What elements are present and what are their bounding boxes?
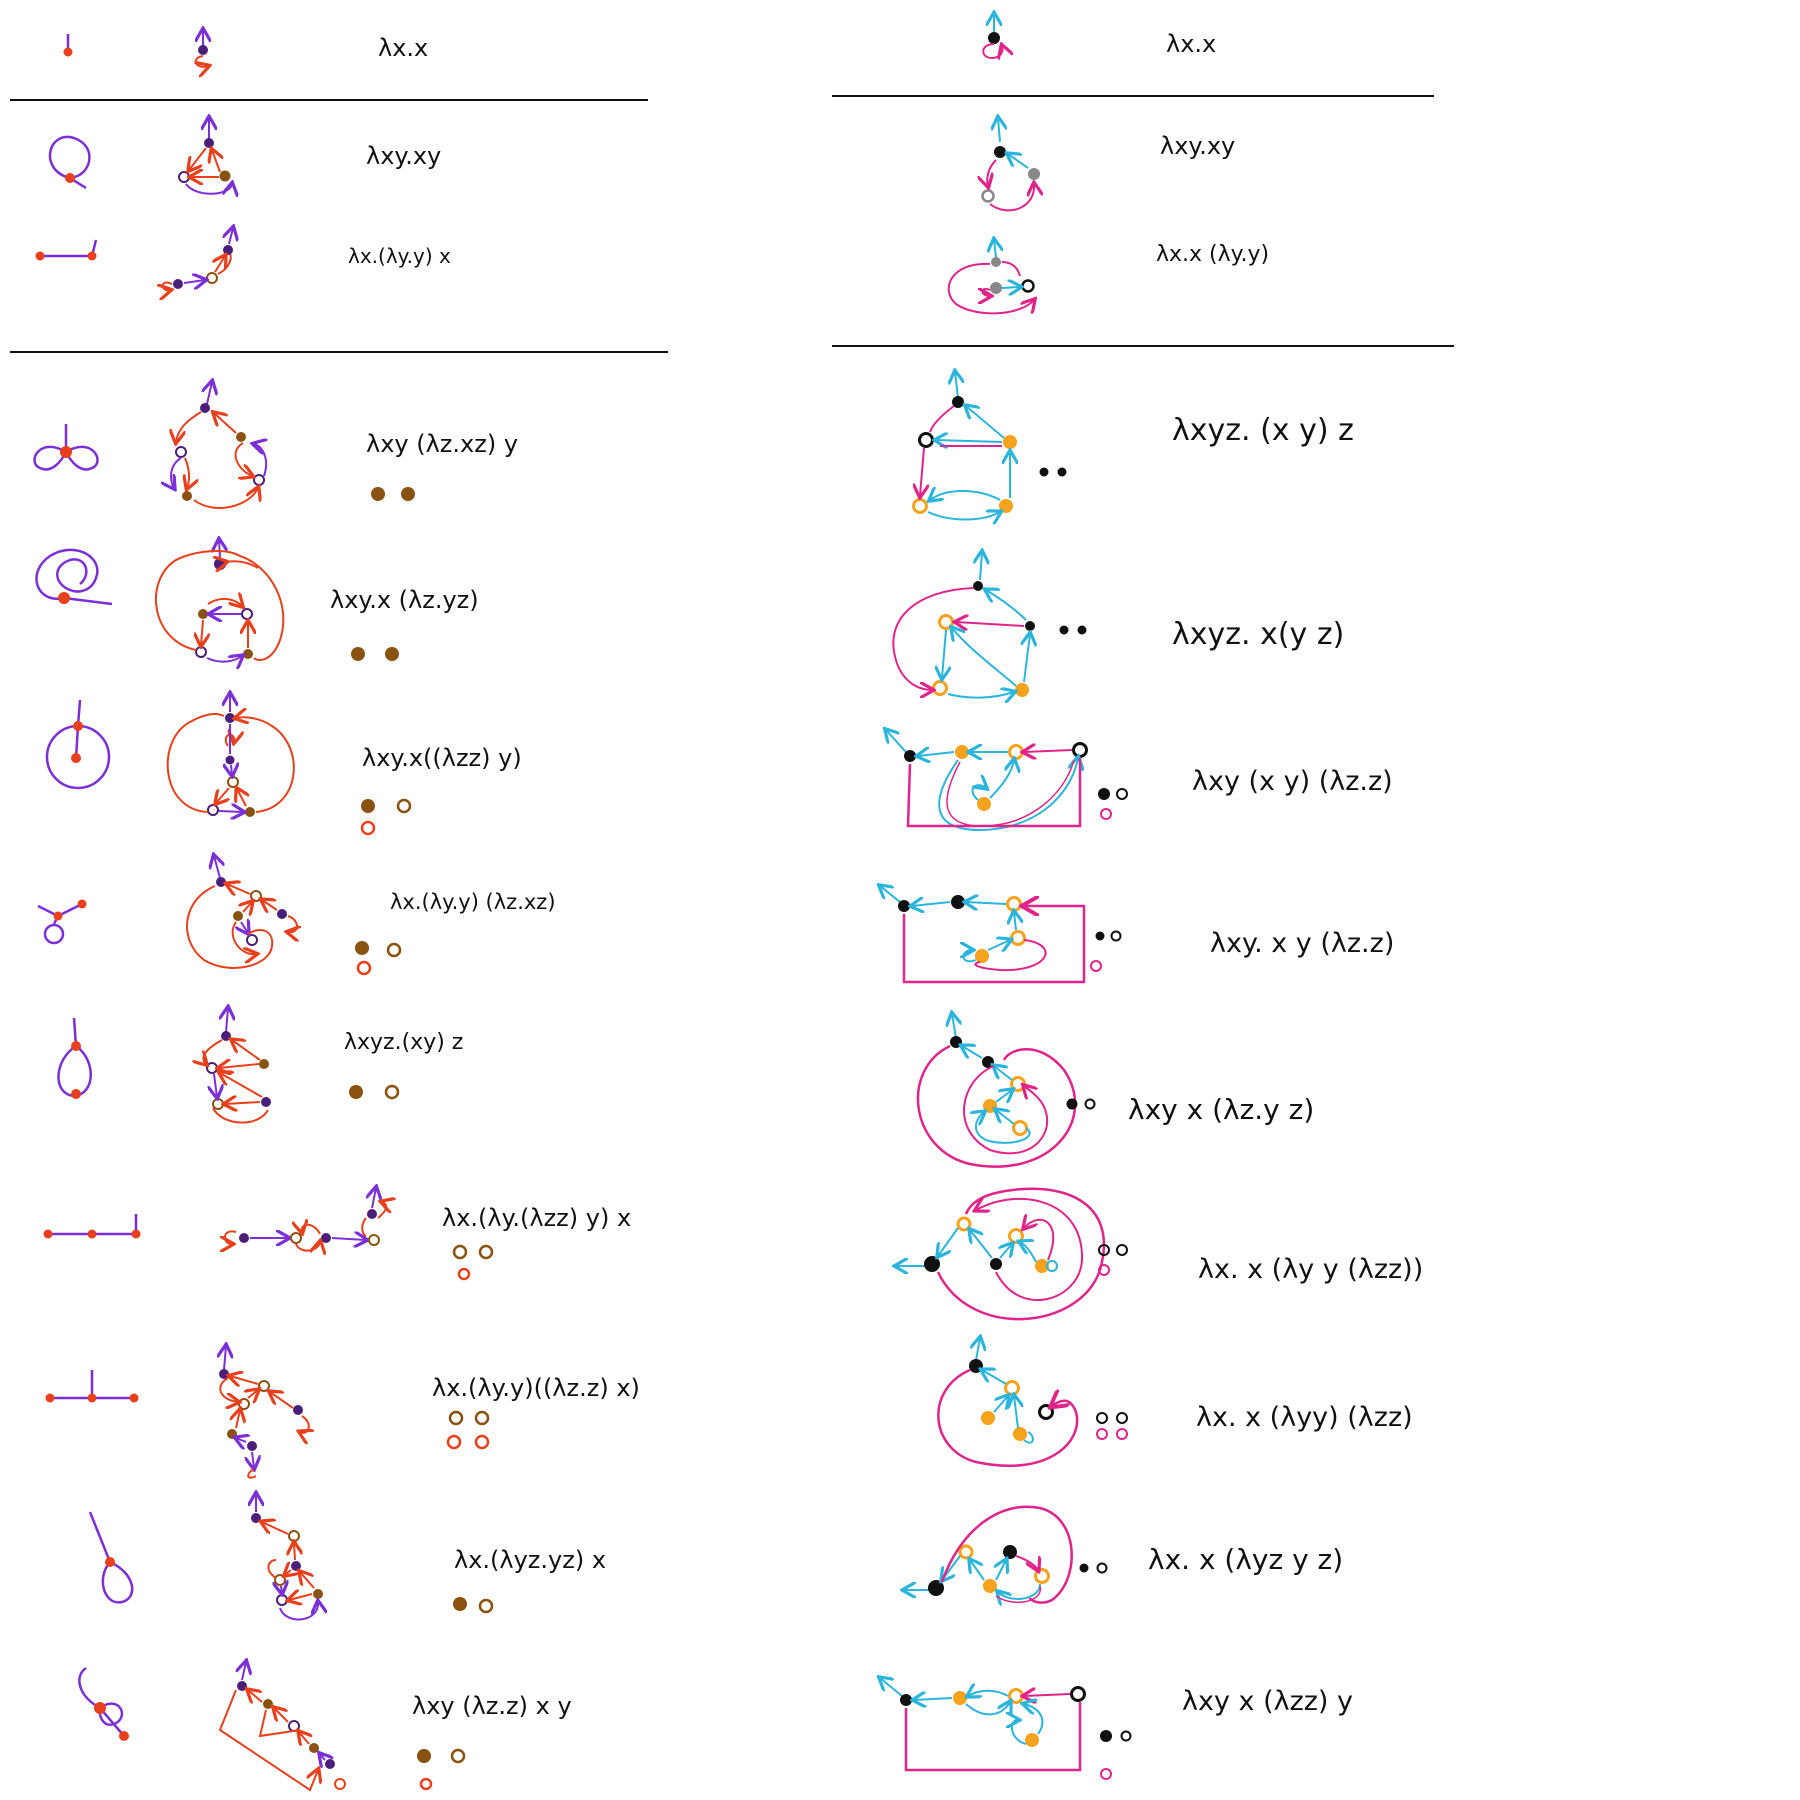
right-term-1: λx.x — [1166, 30, 1217, 58]
left-term-9: λx.(λy.(λzz) y) x — [442, 1204, 632, 1232]
left-beads-8 — [349, 1084, 400, 1100]
right-beads-5 — [1059, 625, 1087, 635]
right-graph-12 — [880, 1678, 1086, 1772]
right-graph-6 — [886, 730, 1088, 832]
left-term-5: λxy.x (λz.yz) — [330, 586, 479, 614]
left-map-12 — [78, 1666, 129, 1741]
left-term-7: λx.(λy.y) (λz.xz) — [390, 890, 556, 914]
left-term-8: λxyz.(xy) z — [344, 1030, 464, 1055]
right-graph-7 — [880, 886, 1086, 984]
right-beads-11 — [1079, 1562, 1108, 1574]
left-term-10: λx.(λy.y)((λz.z) x) — [432, 1374, 640, 1402]
left-graph-2 — [178, 118, 232, 194]
right-term-8: λxy x (λz.y z) — [1128, 1093, 1315, 1126]
left-map-2 — [48, 135, 91, 190]
left-graph-5 — [155, 540, 285, 662]
left-graph-6 — [166, 694, 295, 817]
left-beads-4 — [371, 487, 415, 501]
left-map-7 — [37, 899, 87, 945]
left-map-6 — [45, 699, 111, 790]
right-beads-9 — [1098, 1244, 1128, 1276]
right-beads-6 — [1098, 788, 1128, 820]
left-graph-7 — [186, 856, 297, 969]
left-term-2: λxy.xy — [366, 142, 442, 170]
right-term-3: λx.x (λy.y) — [1156, 242, 1270, 267]
right-graph-11 — [904, 1505, 1073, 1603]
left-graph-12 — [218, 1662, 346, 1792]
left-map-9 — [43, 1214, 141, 1239]
right-graph-2 — [983, 118, 1041, 212]
right-graph-4 — [914, 372, 1018, 520]
right-graph-1 — [982, 14, 1002, 58]
right-graph-5 — [892, 552, 1035, 698]
left-graph-3 — [163, 228, 233, 290]
right-beads-12 — [1100, 1730, 1132, 1780]
left-beads-5 — [351, 647, 399, 661]
left-term-4: λxy (λz.xz) y — [366, 430, 519, 458]
left-term-11: λx.(λyz.yz) x — [454, 1546, 607, 1574]
right-beads-10 — [1096, 1412, 1128, 1440]
left-beads-10 — [446, 1410, 490, 1450]
left-term-3: λx.(λy.y) x — [348, 244, 451, 268]
left-map-1 — [63, 34, 73, 57]
right-term-2: λxy.xy — [1160, 132, 1236, 160]
right-term-10: λx. x (λyy) (λzz) — [1196, 1402, 1413, 1433]
right-beads-7 — [1090, 930, 1122, 972]
left-beads-9 — [452, 1244, 494, 1281]
right-beads-4 — [1039, 467, 1067, 477]
left-term-12: λxy (λz.z) x y — [412, 1692, 572, 1720]
right-term-6: λxy (x y) (λz.z) — [1192, 766, 1393, 797]
right-graph-9 — [896, 1187, 1106, 1321]
left-graph-1 — [196, 30, 208, 67]
left-term-6: λxy.x((λzz) y) — [362, 744, 522, 772]
left-map-4 — [33, 424, 99, 471]
left-graph-8 — [203, 1008, 271, 1124]
left-beads-6 — [360, 798, 412, 836]
left-term-1: λx.x — [378, 34, 429, 62]
left-map-10 — [45, 1370, 139, 1403]
left-beads-12 — [417, 1748, 466, 1791]
right-term-12: λxy x (λzz) y — [1182, 1686, 1354, 1717]
left-map-11 — [88, 1511, 134, 1604]
right-term-5: λxyz. x(y z) — [1172, 617, 1345, 652]
right-graph-10 — [937, 1338, 1079, 1468]
right-term-11: λx. x (λyz y z) — [1148, 1543, 1344, 1576]
left-map-8 — [57, 1017, 92, 1099]
left-map-3 — [35, 239, 98, 261]
left-map-5 — [35, 548, 113, 606]
left-beads-7 — [355, 941, 402, 976]
right-term-7: λxy. x y (λz.z) — [1210, 928, 1395, 959]
left-graph-11 — [251, 1494, 323, 1621]
left-graph-4 — [171, 382, 266, 509]
left-graph-10 — [219, 1346, 309, 1479]
right-graph-3 — [947, 240, 1034, 313]
left-graph-9 — [225, 1188, 386, 1251]
right-term-9: λx. x (λy y (λzz)) — [1198, 1254, 1424, 1285]
right-beads-8 — [1066, 1098, 1096, 1110]
left-beads-11 — [453, 1597, 494, 1614]
right-graph-8 — [916, 1014, 1077, 1168]
right-term-4: λxyz. (x y) z — [1172, 413, 1354, 448]
